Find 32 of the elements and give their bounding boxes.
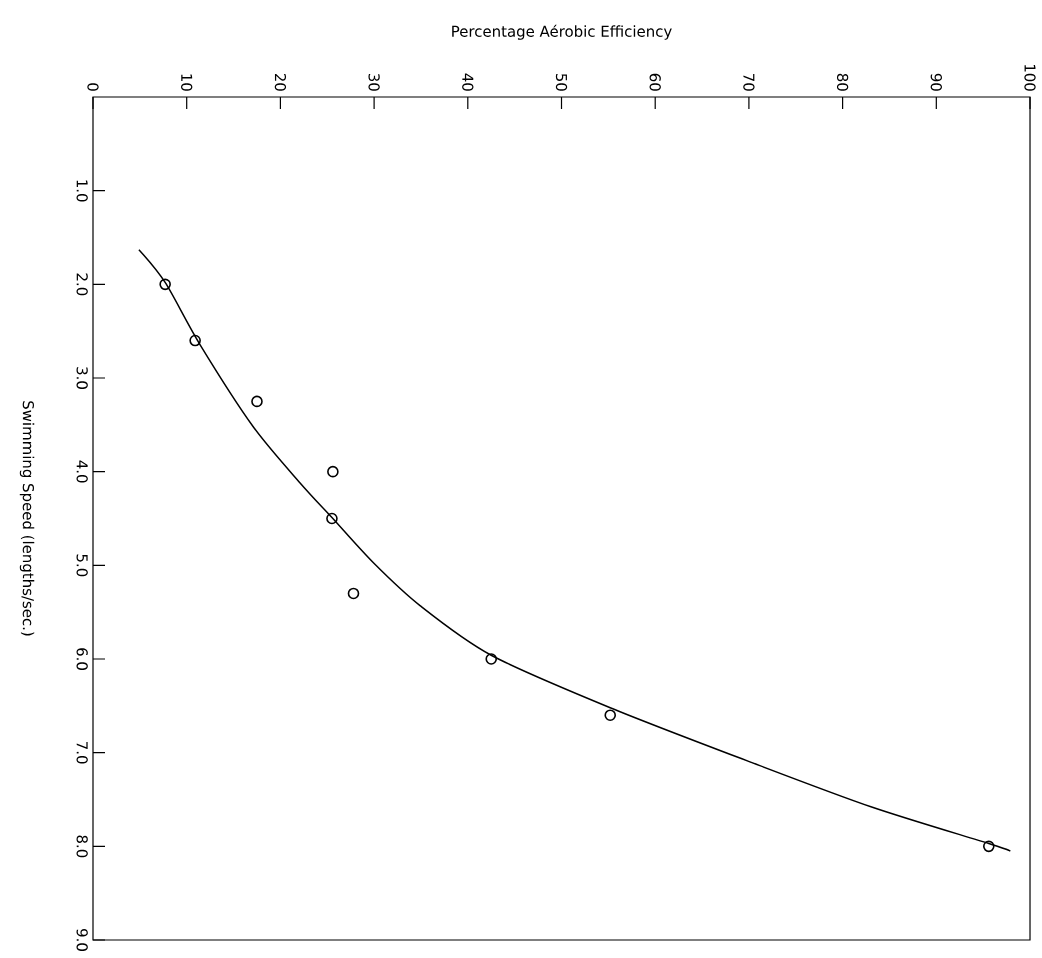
point — [326, 512, 338, 525]
x-tick-label: 60 — [649, 73, 661, 91]
x-tick-label: 100 — [1024, 64, 1036, 91]
x-tick-label: 70 — [743, 74, 755, 91]
point — [604, 709, 617, 721]
x-tick-label: 80 — [836, 73, 849, 91]
x-axis-title: Percentage Aérobic Efficiency — [452, 24, 672, 40]
point — [485, 653, 498, 665]
x-tick-label: 20 — [274, 73, 287, 91]
y-tick-label: 8.0 — [76, 835, 88, 858]
y-tick-label: 1.0 — [76, 180, 88, 202]
y-axis-title: Swimming Speed (lengths/sec.) — [19, 401, 35, 636]
y-tick-label: 6.0 — [76, 648, 88, 670]
y-tick-label: 9.0 — [76, 929, 88, 951]
x-tick-label: 90 — [930, 73, 942, 91]
point — [982, 840, 995, 853]
x-tick-label: 30 — [368, 73, 380, 91]
y-tick-label: 2.0 — [76, 273, 88, 296]
y-tick-label: 4.0 — [76, 460, 88, 483]
line-series — [138, 248, 1012, 852]
y-tick-label: 3.0 — [76, 367, 88, 389]
y-tick-label: 7.0 — [76, 742, 88, 764]
point — [327, 465, 339, 478]
x-tick-label: 50 — [555, 73, 568, 91]
x-tick-label: 10 — [181, 74, 193, 91]
point — [159, 278, 171, 291]
point — [347, 587, 360, 600]
x-tick-label: 40 — [462, 73, 474, 91]
point — [251, 395, 263, 408]
x-tick-label: 0 — [87, 83, 99, 91]
y-tick-label: 5.0 — [76, 554, 88, 577]
point — [189, 334, 201, 347]
